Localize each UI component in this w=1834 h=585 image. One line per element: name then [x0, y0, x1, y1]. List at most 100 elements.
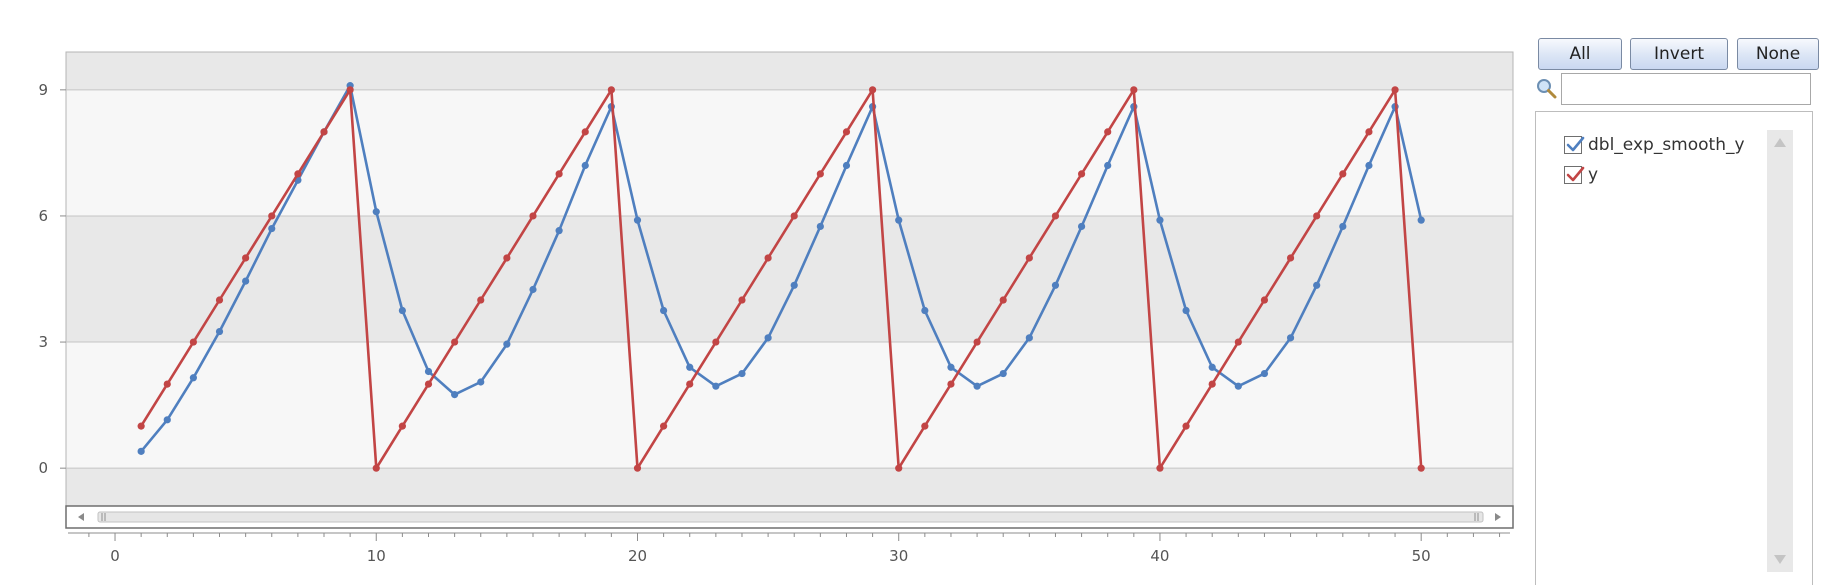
chevron-right-icon [1495, 513, 1501, 521]
data-point [268, 212, 276, 220]
data-point [1313, 212, 1321, 220]
data-point [633, 216, 642, 224]
data-point [999, 296, 1007, 304]
data-point [529, 212, 537, 220]
data-point [581, 128, 589, 136]
legend-label: y [1588, 165, 1599, 185]
data-point [1286, 334, 1295, 342]
data-point [973, 382, 981, 390]
data-point [1365, 128, 1373, 136]
series-line [140, 84, 1423, 453]
data-point [163, 416, 171, 424]
data-point [1182, 306, 1190, 315]
legend-scrollbar[interactable] [1767, 130, 1793, 572]
y-tick-label: 3 [38, 333, 48, 351]
data-point [398, 422, 406, 430]
data-point [1260, 369, 1269, 378]
x-tick-label: 50 [1412, 547, 1431, 565]
data-point [1104, 161, 1112, 170]
data-point [1156, 216, 1164, 224]
legend-panel: dbl_exp_smooth_y y [1535, 111, 1813, 585]
legend-item-dbl-exp-smooth-y[interactable]: dbl_exp_smooth_y [1564, 132, 1745, 158]
plot-band [66, 215, 1513, 343]
data-point [215, 327, 224, 336]
series-line [139, 88, 1423, 470]
data-point [1182, 422, 1190, 430]
legend-label: dbl_exp_smooth_y [1588, 135, 1745, 155]
data-point [947, 363, 955, 371]
data-point [477, 296, 485, 304]
data-point [738, 296, 746, 304]
data-point [1208, 363, 1216, 371]
plot-band [66, 468, 1513, 506]
data-point [215, 296, 224, 304]
x-scrollbar-thumb [97, 511, 1484, 523]
data-point [1260, 296, 1269, 304]
data-point [451, 338, 459, 346]
data-point [1025, 254, 1033, 262]
checkbox[interactable] [1564, 166, 1585, 184]
data-point [607, 86, 615, 94]
data-point [660, 306, 668, 315]
chart: 0 3 6 9 0 10 20 30 40 50 [38, 51, 1514, 565]
checkbox[interactable] [1564, 136, 1585, 154]
data-point [921, 422, 929, 430]
data-point [999, 369, 1007, 378]
none-button[interactable]: None [1737, 38, 1819, 70]
chevron-up-icon[interactable] [1774, 138, 1786, 147]
data-point [555, 170, 563, 178]
data-point [294, 170, 302, 178]
data-point [816, 170, 824, 178]
data-point [1339, 222, 1347, 231]
data-point [712, 382, 720, 390]
data-point [268, 224, 276, 233]
data-point [1417, 216, 1425, 224]
data-point [1077, 170, 1086, 178]
data-point [738, 369, 746, 378]
data-point [895, 216, 903, 224]
data-point [1417, 464, 1425, 472]
data-point [163, 380, 171, 388]
data-point [947, 380, 955, 388]
data-point [790, 281, 798, 289]
plot-band [66, 52, 1513, 90]
invert-button[interactable]: Invert [1630, 38, 1728, 70]
data-point [503, 340, 511, 348]
chevron-left-icon [78, 513, 84, 521]
y-tick-label: 6 [38, 207, 48, 225]
x-tick-label: 20 [628, 547, 647, 565]
data-point [137, 422, 145, 430]
chevron-down-icon[interactable] [1774, 555, 1786, 564]
data-point [686, 380, 694, 388]
data-point [451, 391, 459, 399]
data-point [1130, 86, 1138, 94]
data-point [660, 422, 668, 430]
y-tick-label: 0 [38, 459, 48, 477]
checkmark-icon [1566, 166, 1585, 182]
data-point [581, 161, 589, 170]
data-point [503, 254, 511, 262]
data-point [1051, 212, 1060, 220]
data-point [712, 338, 720, 346]
x-tick-label: 0 [110, 547, 120, 565]
data-point [372, 208, 380, 216]
data-point [1156, 464, 1164, 472]
all-button[interactable]: All [1538, 38, 1622, 70]
search-icon [1537, 79, 1557, 99]
data-point [372, 464, 380, 472]
y-tick-label: 9 [38, 81, 48, 99]
search-input[interactable] [1561, 73, 1811, 105]
data-point [424, 367, 433, 376]
data-point [477, 378, 485, 386]
data-point [346, 86, 354, 94]
data-point [1025, 334, 1033, 342]
data-point [137, 447, 145, 455]
data-point [1391, 86, 1399, 94]
legend-item-y[interactable]: y [1564, 162, 1598, 188]
data-point [816, 222, 824, 231]
data-point [1104, 128, 1112, 136]
data-point [1365, 161, 1373, 170]
x-tick-label: 40 [1150, 547, 1169, 565]
data-point [1208, 380, 1216, 388]
data-point [320, 128, 328, 136]
